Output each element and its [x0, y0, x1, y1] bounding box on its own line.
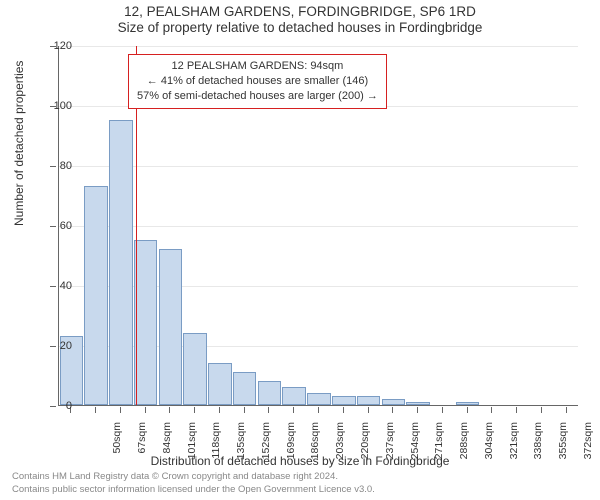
annotation-line2: ← 41% of detached houses are smaller (14… — [137, 74, 378, 89]
histogram-bar — [134, 240, 158, 405]
x-tick — [95, 407, 96, 413]
x-tick-label: 186sqm — [309, 422, 321, 472]
x-tick-label: 304sqm — [483, 422, 495, 472]
histogram-bar — [208, 363, 232, 405]
x-tick-label: 84sqm — [161, 422, 173, 472]
x-tick — [343, 407, 344, 413]
histogram-bar — [357, 396, 381, 405]
x-tick-label: 271sqm — [433, 422, 445, 472]
x-tick — [541, 407, 542, 413]
x-tick-label: 101sqm — [186, 422, 198, 472]
x-tick — [392, 407, 393, 413]
histogram-bar — [183, 333, 207, 405]
y-tick-label: 60 — [42, 220, 72, 232]
x-tick-label: 372sqm — [582, 422, 594, 472]
x-tick-label: 203sqm — [334, 422, 346, 472]
footer-line1: Contains HM Land Registry data © Crown c… — [12, 471, 375, 483]
x-tick — [467, 407, 468, 413]
x-tick-label: 67sqm — [136, 422, 148, 472]
annotation-box: 12 PEALSHAM GARDENS: 94sqm ← 41% of deta… — [128, 54, 387, 109]
annotation-line3: 57% of semi-detached houses are larger (… — [137, 89, 378, 104]
annotation-line1: 12 PEALSHAM GARDENS: 94sqm — [137, 59, 378, 74]
x-tick-label: 355sqm — [557, 422, 569, 472]
histogram-bar — [84, 186, 108, 405]
x-tick-label: 321sqm — [508, 422, 520, 472]
histogram-bar — [307, 393, 331, 405]
x-tick-label: 237sqm — [384, 422, 396, 472]
x-tick — [194, 407, 195, 413]
x-tick-label: 135sqm — [235, 422, 247, 472]
histogram-bar — [332, 396, 356, 405]
footer-attribution: Contains HM Land Registry data © Crown c… — [12, 471, 375, 496]
x-tick — [244, 407, 245, 413]
histogram-bar — [282, 387, 306, 405]
x-tick-label: 118sqm — [210, 422, 222, 472]
title-subtitle: Size of property relative to detached ho… — [0, 20, 600, 35]
x-tick-label: 50sqm — [111, 422, 123, 472]
x-tick — [145, 407, 146, 413]
x-tick — [442, 407, 443, 413]
x-tick — [417, 407, 418, 413]
footer-line2: Contains public sector information licen… — [12, 484, 375, 496]
x-tick — [120, 407, 121, 413]
chart-title-block: 12, PEALSHAM GARDENS, FORDINGBRIDGE, SP6… — [0, 0, 600, 35]
x-tick — [268, 407, 269, 413]
x-tick — [169, 407, 170, 413]
x-tick-label: 152sqm — [260, 422, 272, 472]
x-tick-label: 169sqm — [285, 422, 297, 472]
x-tick-label: 254sqm — [409, 422, 421, 472]
x-tick-label: 288sqm — [458, 422, 470, 472]
y-tick-label: 120 — [42, 40, 72, 52]
x-tick — [516, 407, 517, 413]
histogram-bar — [382, 399, 406, 405]
y-axis-title: Number of detached properties — [12, 61, 26, 226]
x-tick — [318, 407, 319, 413]
chart-area: 12 PEALSHAM GARDENS: 94sqm ← 41% of deta… — [58, 46, 578, 406]
x-tick — [368, 407, 369, 413]
y-tick-label: 80 — [42, 160, 72, 172]
histogram-bar — [406, 402, 430, 405]
y-tick-label: 20 — [42, 340, 72, 352]
x-tick — [219, 407, 220, 413]
histogram-bar — [456, 402, 480, 405]
x-tick-label: 338sqm — [532, 422, 544, 472]
y-tick-label: 40 — [42, 280, 72, 292]
title-address: 12, PEALSHAM GARDENS, FORDINGBRIDGE, SP6… — [0, 4, 600, 19]
x-tick-label: 220sqm — [359, 422, 371, 472]
x-tick — [566, 407, 567, 413]
x-tick — [491, 407, 492, 413]
histogram-bar — [258, 381, 282, 405]
x-tick — [293, 407, 294, 413]
y-tick-label: 0 — [42, 400, 72, 412]
histogram-bar — [159, 249, 183, 405]
histogram-bar — [109, 120, 133, 405]
y-tick-label: 100 — [42, 100, 72, 112]
histogram-bar — [233, 372, 257, 405]
